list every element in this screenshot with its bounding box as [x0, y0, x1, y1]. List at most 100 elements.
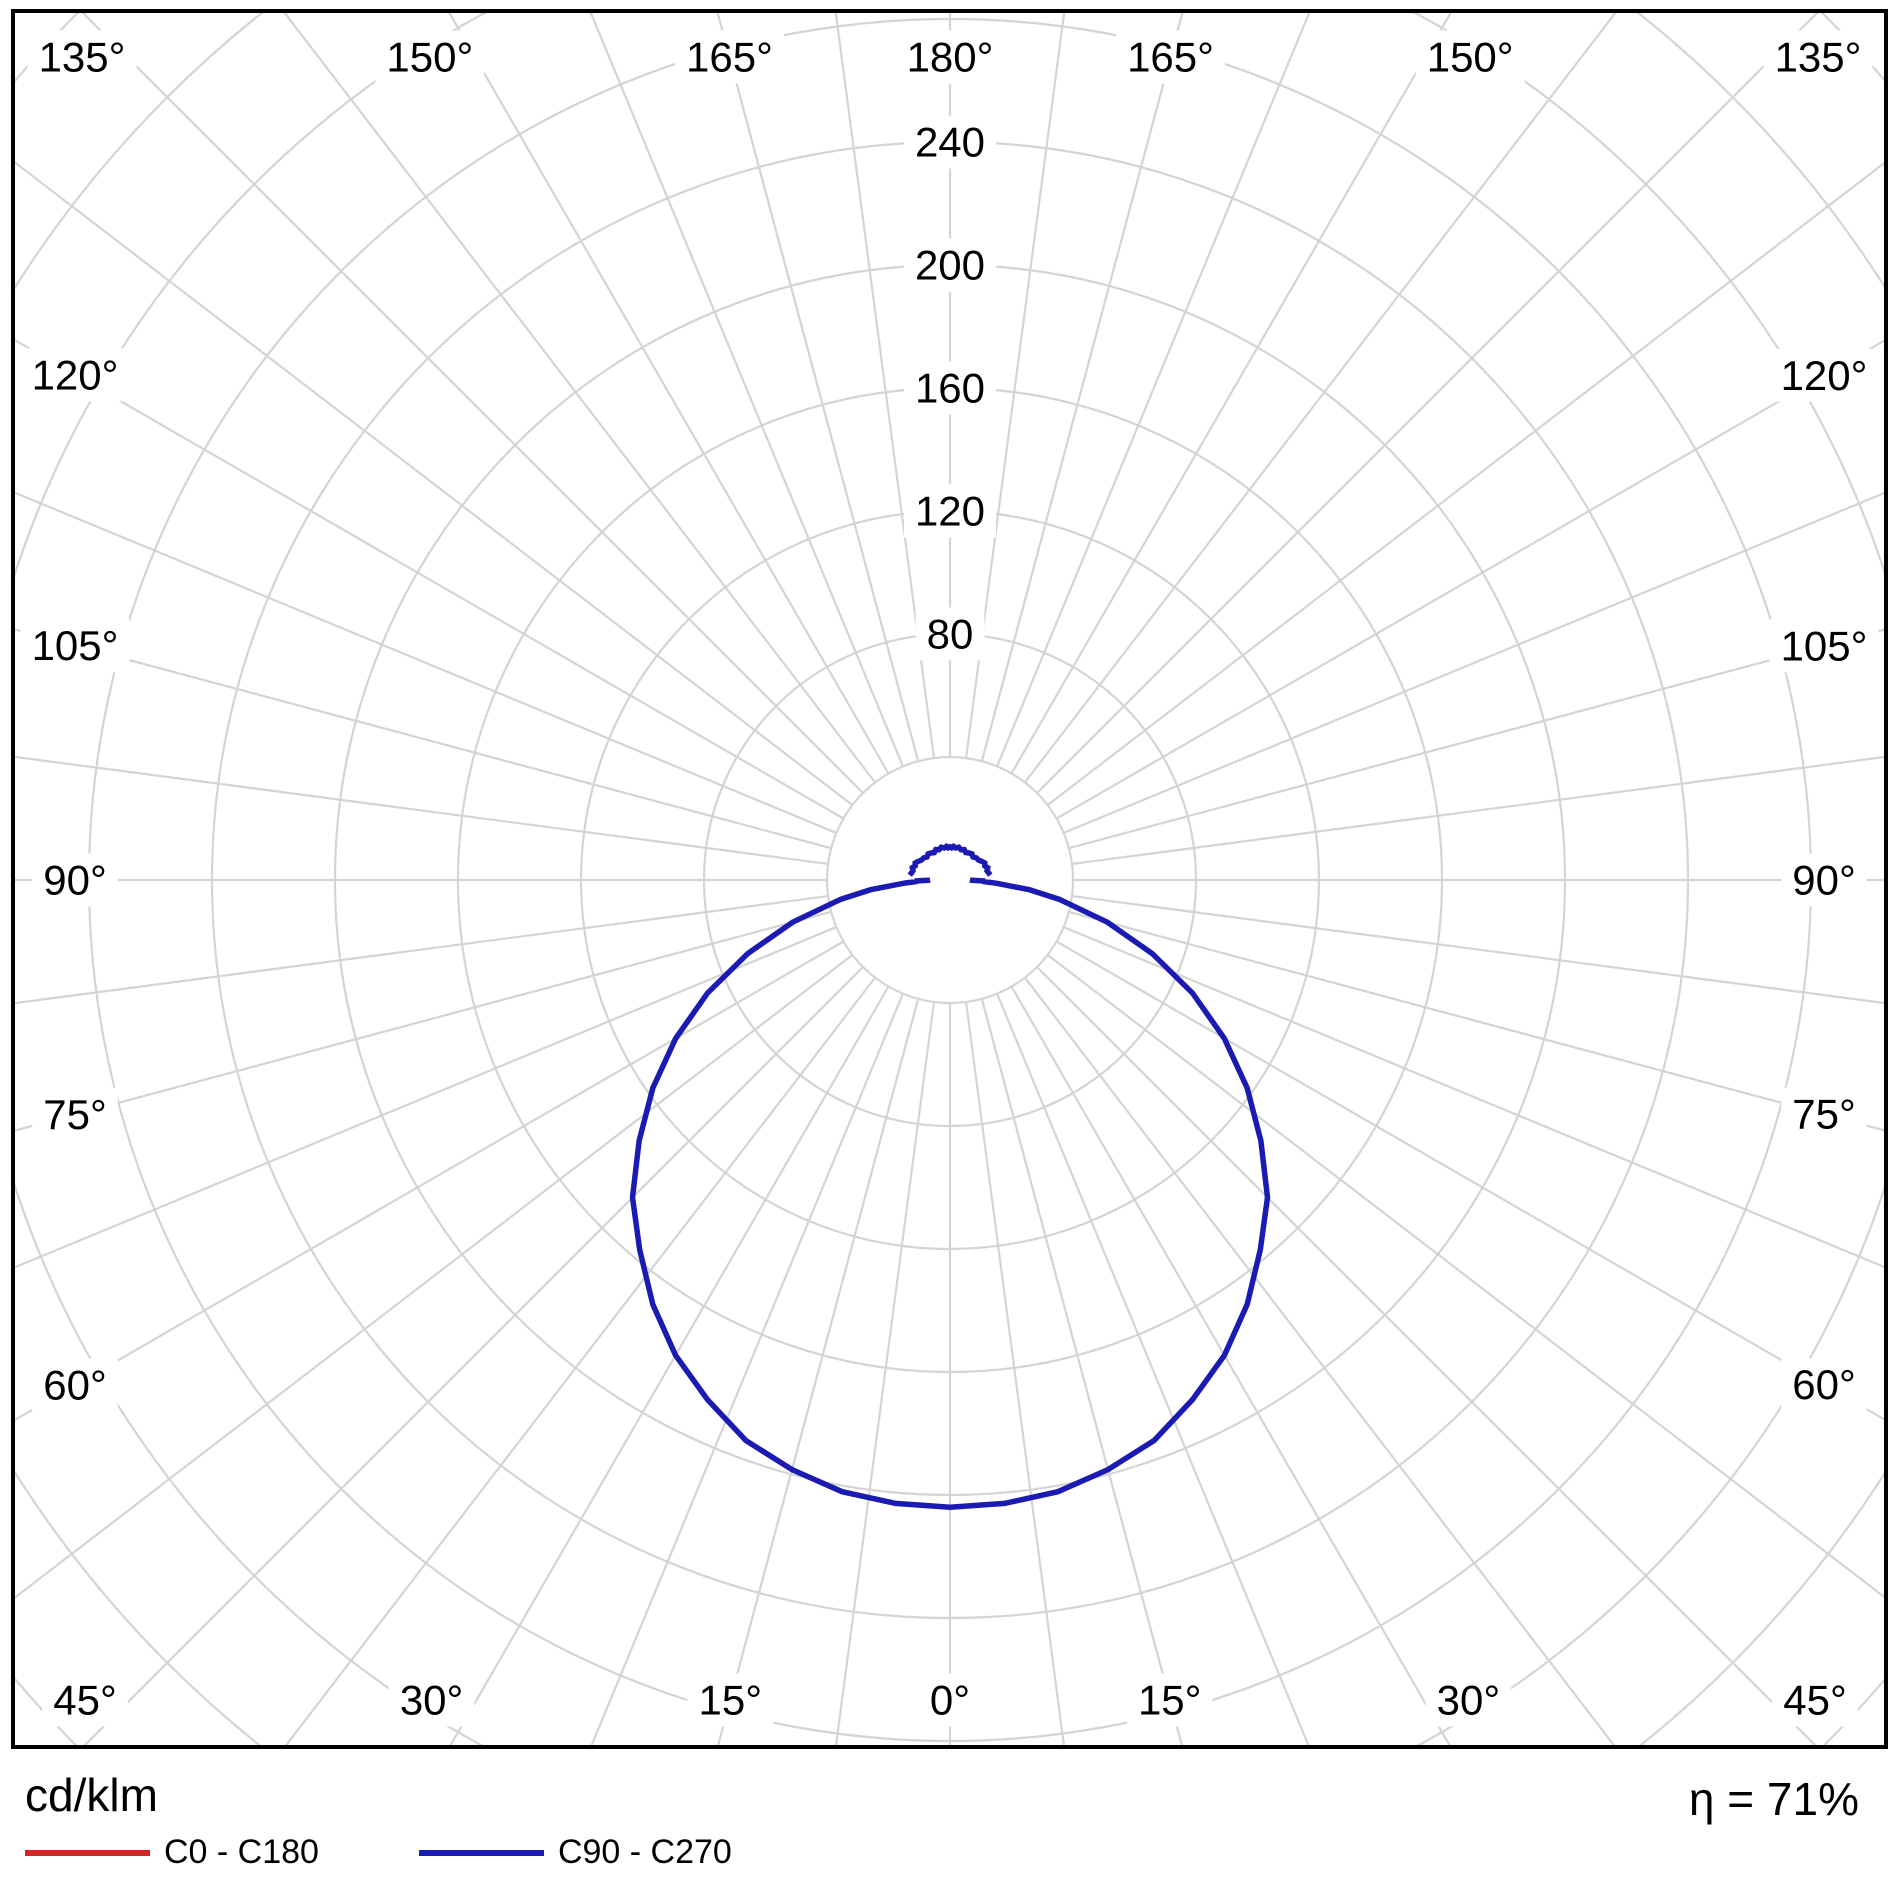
angle-label-90-right-bg: [1781, 853, 1867, 907]
angle-label-30-right: 30°: [1437, 1677, 1501, 1724]
angle-label-105-right: 105°: [1781, 622, 1868, 669]
grid-spoke: [1071, 755, 1886, 866]
angle-label-135-left-bg: [27, 30, 137, 84]
ring-label-240-bg: [903, 115, 997, 169]
grid-spoke: [1010, 11, 1453, 775]
grid-spoke: [1046, 160, 1886, 806]
axis-labels: 80 120 160 200 240 0° 15° 15° 30° 30° 45° 45° 60° 60°…: [20, 30, 1879, 1727]
grid-spoke: [964, 1001, 1066, 1747]
curve-c90-c270-back-lobe: [907, 842, 993, 877]
ring-label-160: 160: [915, 365, 985, 412]
grid-spoke: [13, 910, 832, 1133]
ring-label-80: 80: [927, 611, 974, 658]
angle-label-120-left-bg: [20, 348, 130, 402]
chart-frame: [11, 9, 1888, 1749]
unit-label: cd/klm: [25, 1769, 158, 1821]
angle-label-165-right: 165°: [1127, 34, 1214, 81]
legend-item-c0-c180: C0 - C180: [25, 1833, 319, 1872]
legend-item-c90-c270: C90 - C270: [418, 1833, 732, 1872]
grid-spoke: [834, 11, 936, 759]
grid-spoke: [588, 11, 904, 767]
efficiency-label: η = 71%: [1688, 1773, 1859, 1825]
ring-label-240: 240: [915, 119, 985, 166]
grid-spoke: [964, 11, 1066, 759]
grid-spoke: [1068, 628, 1886, 850]
grid-spoke: [1055, 338, 1886, 820]
angle-label-90-left: 90°: [43, 857, 107, 904]
curve-c90-c270-main-lobe: [629, 877, 1271, 1511]
grid-spoke: [980, 11, 1184, 762]
angle-label-0-right: 0°: [930, 1677, 970, 1724]
grid-spoke: [13, 337, 845, 820]
legend: C0 - C180 C90 - C270: [25, 1833, 732, 1872]
grid-spoke: [1055, 940, 1886, 1422]
ring-label-120: 120: [915, 488, 985, 535]
angle-label-120-right: 120°: [1781, 352, 1868, 399]
angle-label-45-left: 45°: [53, 1677, 117, 1724]
angle-label-120-left: 120°: [32, 351, 119, 398]
grid-spoke: [1068, 910, 1886, 1132]
angle-label-75-right: 75°: [1792, 1091, 1856, 1138]
ring-label-200-bg: [903, 238, 997, 292]
angle-label-135-left: 135°: [39, 34, 126, 81]
ring-label-200: 200: [915, 242, 985, 289]
grid-spoke: [13, 490, 837, 834]
angle-label-120-right-bg: [1769, 348, 1879, 402]
grid-spoke: [1063, 491, 1886, 834]
angle-label-135-right-bg: [1763, 30, 1873, 84]
angle-label-30-right-bg: [1425, 1673, 1512, 1727]
angle-label-135-right: 135°: [1775, 34, 1862, 81]
grid-spoke: [1024, 976, 1617, 1747]
grid-spoke: [996, 993, 1311, 1747]
grid-ring-40: [825, 755, 1075, 1005]
angle-label-60-left-bg: [32, 1358, 118, 1412]
legend-label-c90-c270: C90 - C270: [557, 1833, 732, 1871]
angle-label-90-right: 90°: [1792, 857, 1856, 904]
legend-label-c0-c180: C0 - C180: [164, 1833, 319, 1871]
angle-label-45-right: 45°: [1783, 1677, 1847, 1724]
angle-label-75-right-bg: [1781, 1087, 1867, 1141]
grid-spoke: [1071, 894, 1886, 1005]
grid-spoke: [13, 894, 829, 1005]
grid-spoke: [980, 998, 1184, 1747]
grid-spoke: [13, 940, 845, 1423]
grid-spoke: [589, 993, 904, 1747]
angle-label-0-right-bg: [918, 1673, 982, 1727]
angle-label-105-right-bg: [1769, 619, 1879, 673]
grid-spoke: [1046, 954, 1886, 1600]
grid-spoke: [1010, 985, 1452, 1747]
ring-label-120-bg: [903, 484, 997, 538]
grid-spoke: [13, 159, 854, 806]
angle-label-30-left-bg: [388, 1673, 475, 1727]
angle-label-75-left-bg: [32, 1087, 118, 1141]
angle-label-105-left: 105°: [32, 622, 119, 669]
curves: [629, 842, 1271, 1511]
angle-label-15-right: 15°: [1138, 1677, 1202, 1724]
grid-spoke: [81, 966, 864, 1747]
angle-label-150-left: 150°: [386, 34, 473, 81]
grid-spoke: [281, 11, 876, 784]
grid-spoke: [283, 976, 876, 1747]
grid-spoke: [13, 926, 837, 1270]
angle-label-90-left-bg: [32, 853, 118, 907]
grid-spoke: [13, 627, 832, 850]
grid-spoke: [1063, 926, 1886, 1269]
angle-label-150-right-bg: [1415, 30, 1525, 84]
grid-spoke: [13, 954, 854, 1601]
angle-label-165-left-bg: [675, 30, 784, 84]
angle-label-150-left-bg: [375, 30, 485, 84]
grid-spoke: [1036, 966, 1819, 1747]
angle-label-180-right: 180°: [907, 34, 994, 81]
angle-label-75-left: 75°: [43, 1091, 107, 1138]
legend-swatch-c90-c270-icon: [418, 1849, 544, 1856]
angle-label-60-right: 60°: [1792, 1361, 1856, 1408]
grid-spoke: [447, 11, 890, 775]
angle-label-15-left: 15°: [699, 1677, 763, 1724]
angle-label-165-left: 165°: [686, 34, 773, 81]
angle-label-180-right-bg: [895, 30, 1005, 84]
legend-swatch-c0-c180-icon: [25, 1849, 150, 1856]
angle-label-150-right: 150°: [1427, 34, 1514, 81]
